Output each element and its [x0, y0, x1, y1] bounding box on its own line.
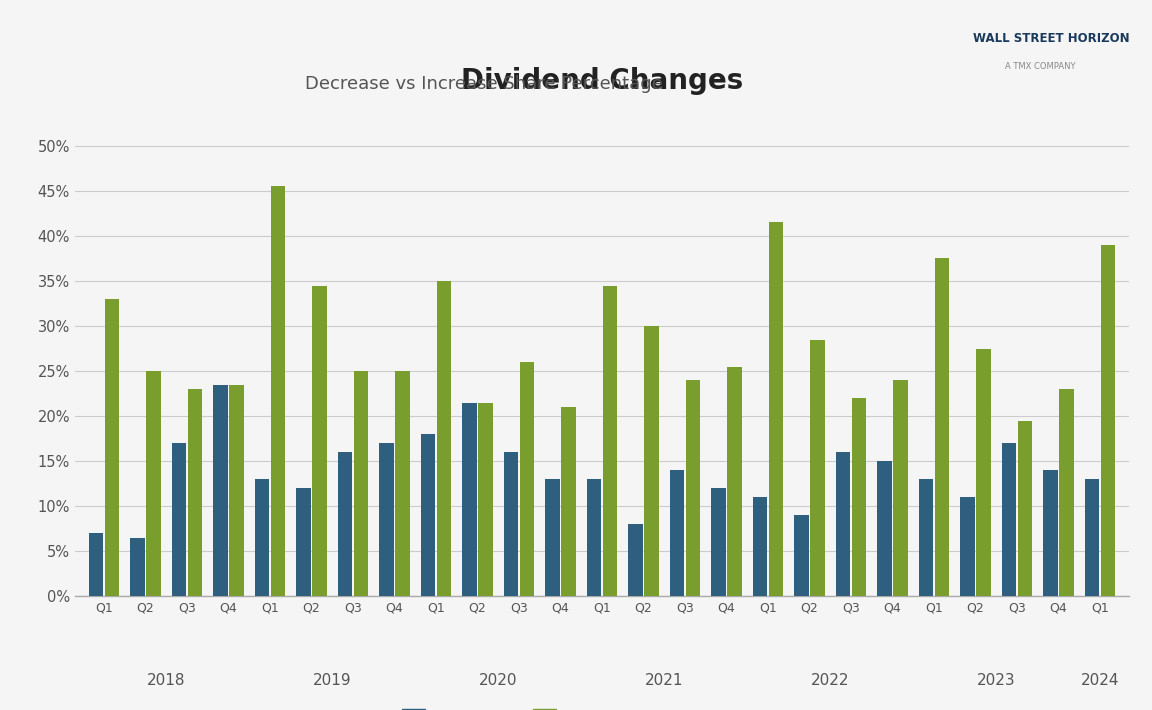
Bar	[794, 515, 809, 596]
Bar	[296, 488, 311, 596]
Bar	[312, 285, 326, 596]
Bar	[395, 371, 410, 596]
Bar	[255, 479, 270, 596]
Bar	[213, 385, 228, 596]
Bar	[146, 371, 160, 596]
Bar	[919, 479, 933, 596]
Bar	[172, 443, 187, 596]
Bar	[851, 398, 866, 596]
Bar	[602, 285, 617, 596]
Bar	[810, 339, 825, 596]
Bar	[685, 380, 700, 596]
Bar	[561, 407, 576, 596]
Text: 2022: 2022	[811, 673, 849, 688]
Bar	[420, 435, 435, 596]
Bar	[545, 479, 560, 596]
Bar	[89, 533, 104, 596]
Bar	[229, 385, 243, 596]
Bar	[354, 371, 369, 596]
Bar	[1044, 470, 1058, 596]
Bar	[711, 488, 726, 596]
Bar	[437, 281, 452, 596]
Bar	[934, 258, 949, 596]
Bar	[752, 497, 767, 596]
Text: Decrease vs Increase Share Percentage: Decrease vs Increase Share Percentage	[305, 75, 662, 92]
Bar	[478, 403, 493, 596]
Text: 2019: 2019	[313, 673, 351, 688]
Bar	[669, 470, 684, 596]
Text: 2020: 2020	[479, 673, 517, 688]
Text: WALL STREET HORIZON: WALL STREET HORIZON	[973, 32, 1130, 45]
Text: 2023: 2023	[977, 673, 1015, 688]
Text: 2021: 2021	[645, 673, 683, 688]
Bar	[379, 443, 394, 596]
Bar	[271, 186, 285, 596]
Text: 2024: 2024	[1081, 673, 1119, 688]
Legend: Decrease, Increase: Decrease, Increase	[396, 702, 639, 710]
Bar	[462, 403, 477, 596]
Bar	[628, 524, 643, 596]
Bar	[188, 389, 202, 596]
Bar	[1100, 245, 1115, 596]
Bar	[644, 326, 659, 596]
Bar	[1085, 479, 1099, 596]
Bar	[1017, 420, 1032, 596]
Bar	[727, 366, 742, 596]
Text: A TMX COMPANY: A TMX COMPANY	[1005, 62, 1075, 72]
Bar	[768, 222, 783, 596]
Bar	[835, 452, 850, 596]
Bar	[338, 452, 353, 596]
Text: 2018: 2018	[147, 673, 185, 688]
Bar	[503, 452, 518, 596]
Bar	[586, 479, 601, 596]
Bar	[976, 349, 991, 596]
Bar	[961, 497, 975, 596]
Bar	[1059, 389, 1074, 596]
Bar	[1002, 443, 1016, 596]
Bar	[130, 538, 145, 596]
Bar	[893, 380, 908, 596]
Bar	[520, 362, 535, 596]
Title: Dividend Changes: Dividend Changes	[461, 67, 743, 95]
Bar	[105, 299, 119, 596]
Bar	[878, 462, 892, 596]
